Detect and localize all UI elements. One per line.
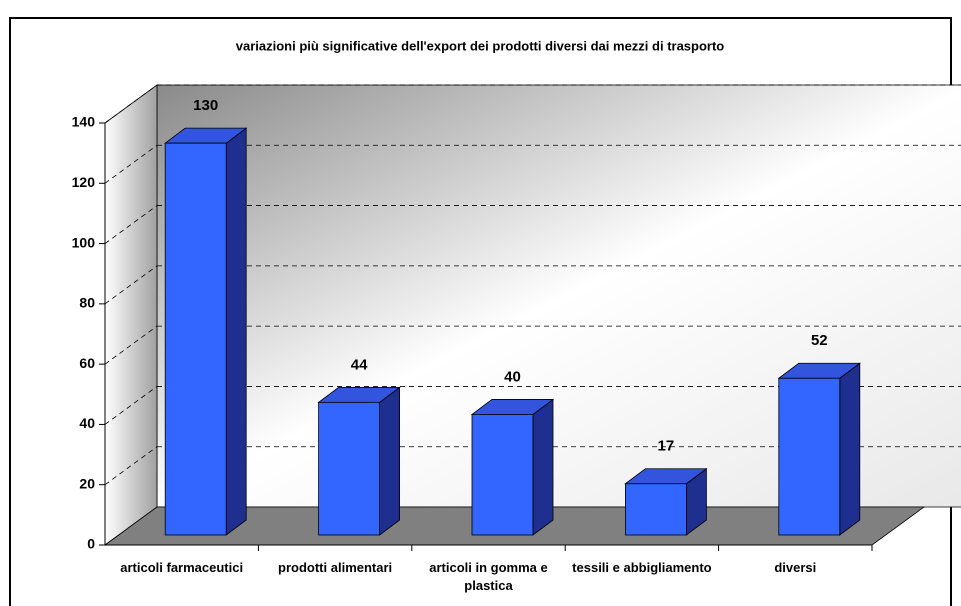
bar-side — [225, 127, 247, 536]
grid-line — [104, 205, 158, 244]
grid-line — [104, 144, 158, 184]
y-tick-label: 0 — [87, 536, 95, 552]
bar-side — [839, 362, 861, 536]
grid-line — [104, 446, 158, 486]
bar-side — [379, 386, 401, 536]
value-label: 40 — [504, 368, 521, 385]
value-label: 52 — [811, 332, 828, 349]
bar — [164, 142, 227, 536]
y-tick-label: 20 — [79, 475, 95, 491]
bar-side — [532, 398, 554, 536]
bar — [625, 483, 687, 536]
bar — [471, 414, 534, 536]
y-tick-label: 80 — [79, 295, 95, 311]
grid-line — [104, 325, 158, 365]
x-tick-label: diversi — [774, 560, 817, 575]
x-tick-label: prodotti alimentari — [278, 560, 393, 575]
chart-title: variazioni più significative dell'export… — [236, 38, 725, 53]
bar — [318, 401, 381, 536]
bar — [778, 377, 841, 536]
side-wall — [104, 84, 158, 546]
grid-line — [104, 265, 158, 305]
value-label: 17 — [658, 438, 675, 455]
x-tick-label: articoli farmaceutici — [120, 560, 244, 575]
value-label: 130 — [193, 97, 218, 114]
y-tick-label: 40 — [79, 415, 95, 431]
grid-line — [104, 386, 158, 425]
grid-line — [104, 84, 158, 124]
y-tick-label: 140 — [72, 114, 96, 130]
y-tick-label: 60 — [79, 355, 95, 371]
y-tick-label: 120 — [72, 174, 96, 190]
y-tick-label: 100 — [72, 234, 96, 250]
value-label: 44 — [351, 356, 368, 373]
x-tick-label: tessili e abbigliamento — [572, 560, 712, 575]
x-tick-label: articoli in gomma e plastica — [429, 560, 548, 593]
